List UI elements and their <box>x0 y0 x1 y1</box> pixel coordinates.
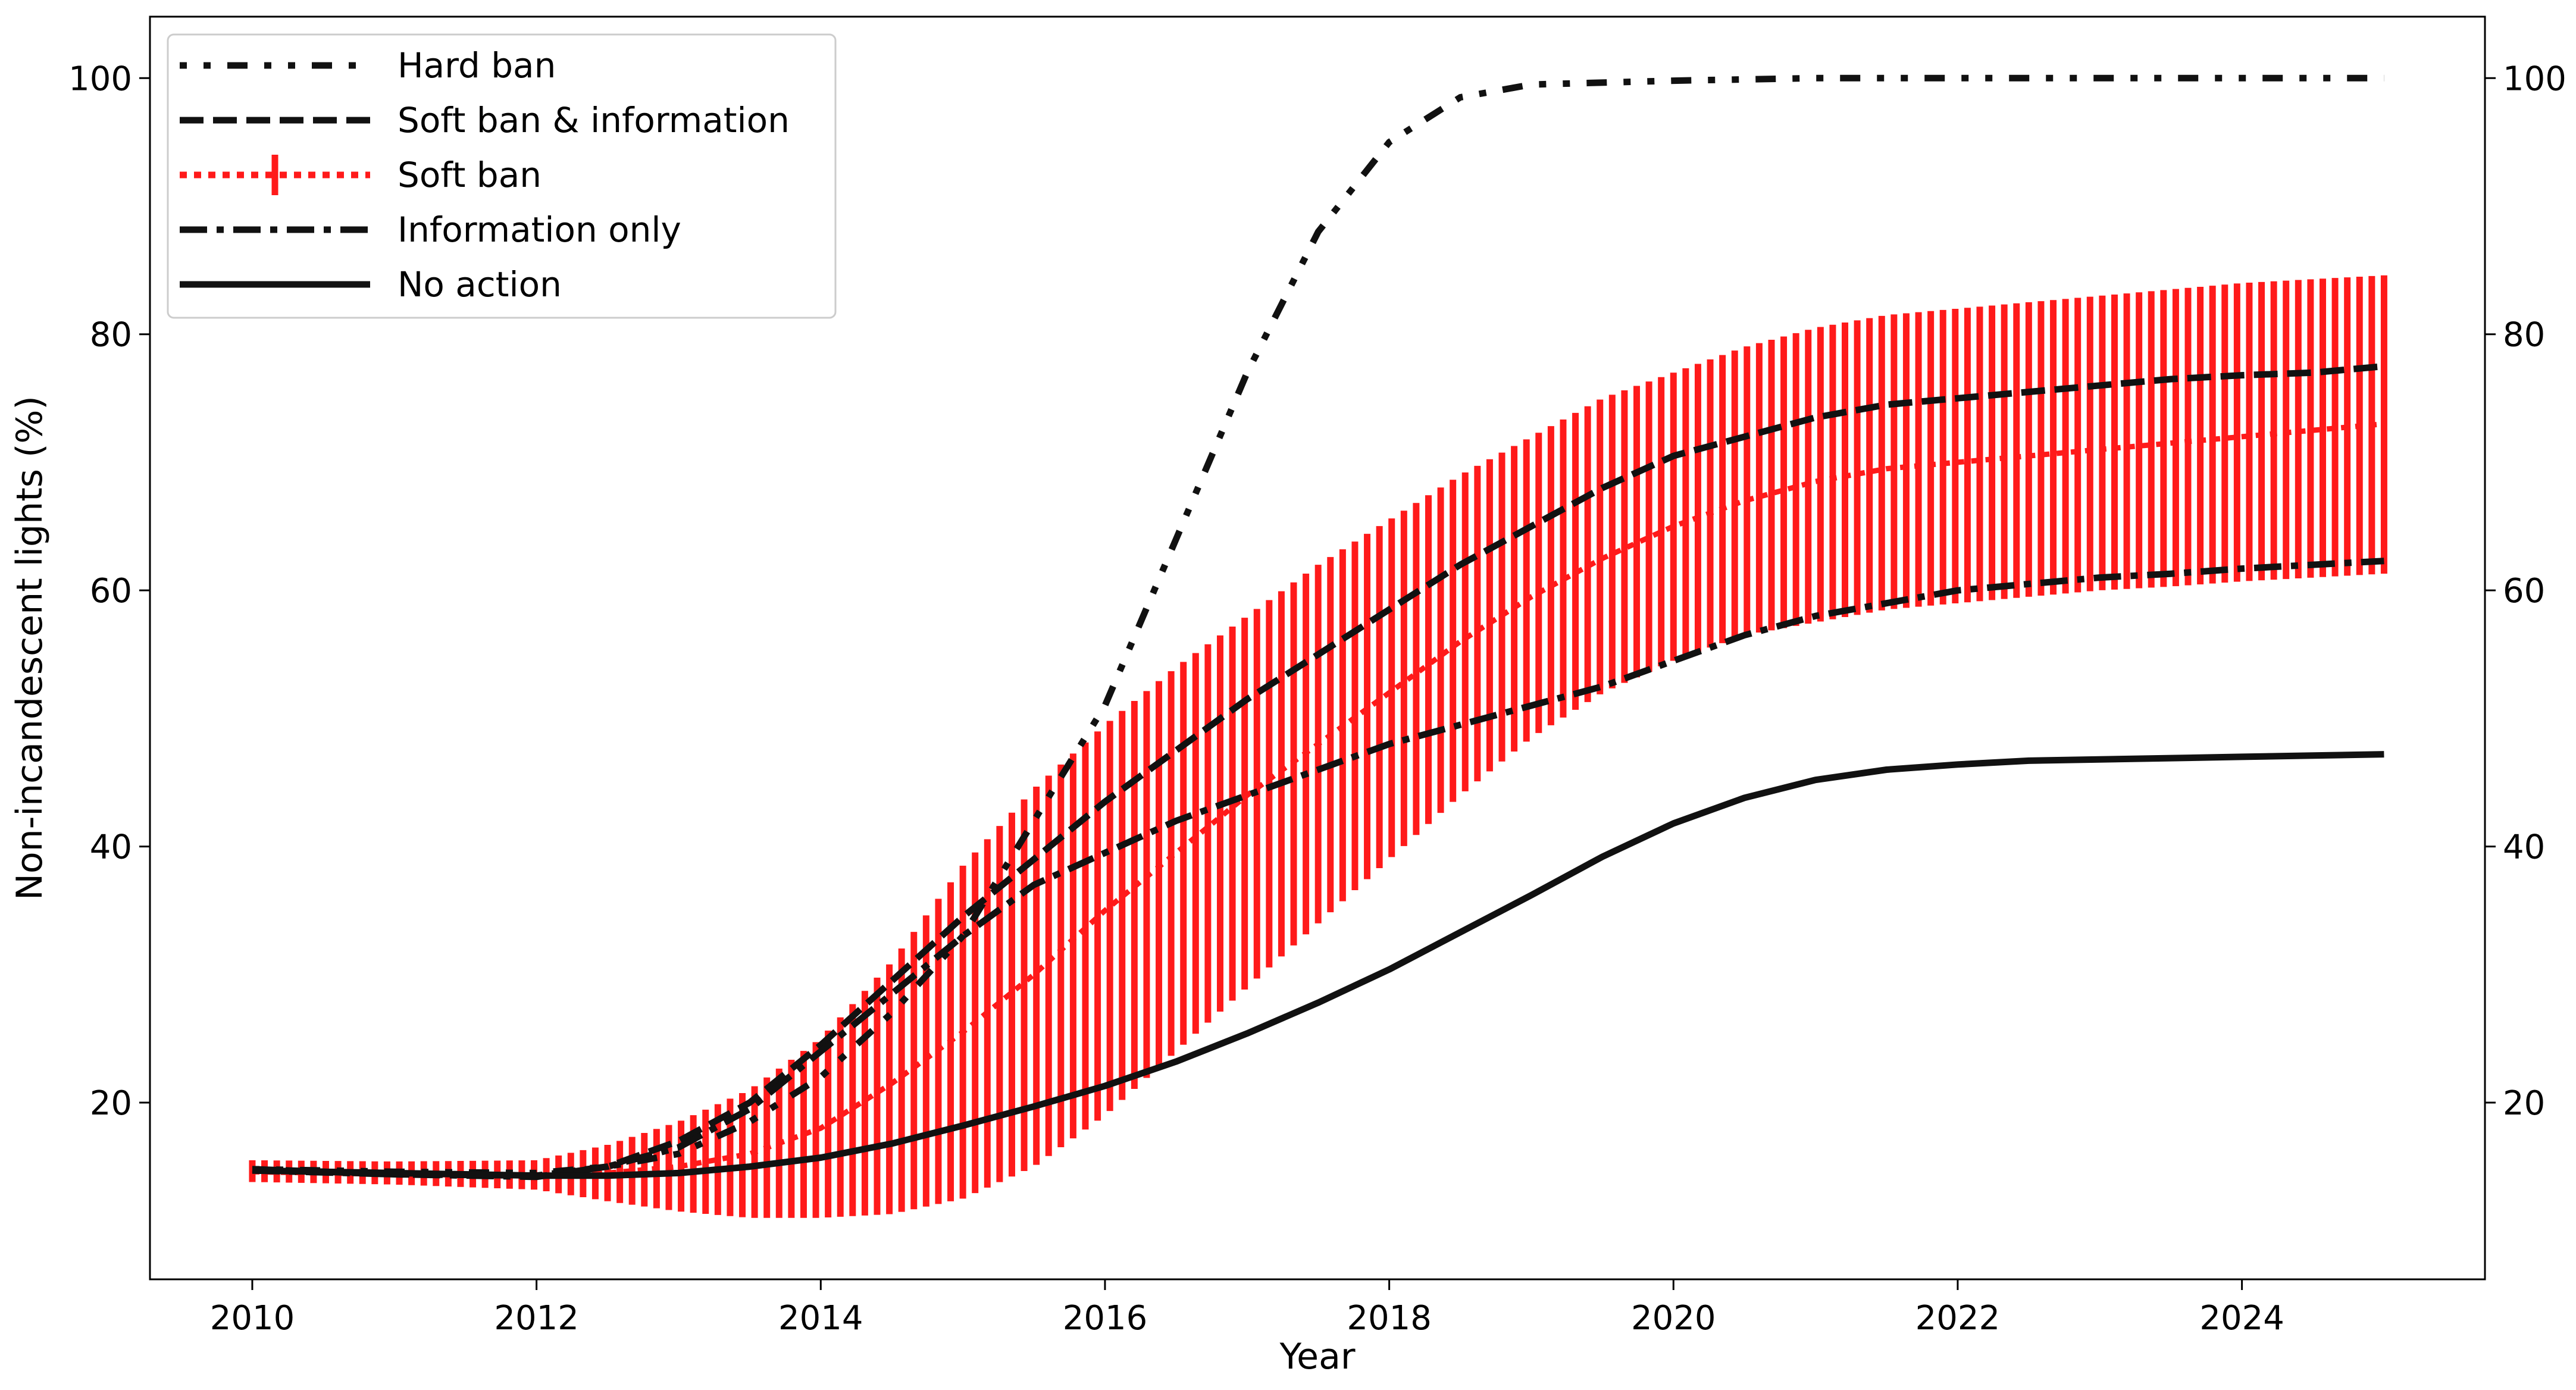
x-tick-label: 2014 <box>778 1299 863 1338</box>
x-tick-label: 2018 <box>1347 1299 1432 1338</box>
y-axis-right: 20 40 60 80 100 <box>2485 60 2566 1123</box>
x-tick-label: 2012 <box>494 1299 579 1338</box>
series-line-information-only <box>252 558 2384 1181</box>
legend-label: Soft ban <box>397 155 542 195</box>
x-axis-label: Year <box>1279 1336 1355 1378</box>
series-line-soft-ban <box>252 421 2384 1179</box>
y-tick-label: 100 <box>68 60 132 98</box>
x-tick-label: 2020 <box>1631 1299 1716 1338</box>
legend-box <box>167 33 837 319</box>
y-axis-label: Non-incandescent lights (%) <box>9 396 51 900</box>
y-tick-label: 80 <box>90 316 132 355</box>
series-line-hard-ban <box>252 74 2384 1176</box>
y-right-tick-label: 20 <box>2503 1084 2545 1123</box>
y-right-tick-label: 100 <box>2503 60 2566 98</box>
soft-ban-errorbars <box>249 275 2387 1218</box>
y-tick-label: 40 <box>90 828 132 867</box>
series-line-soft-ban-information <box>252 363 2384 1179</box>
x-tick-label: 2022 <box>1915 1299 2001 1338</box>
series-line-no-action <box>252 751 2384 1179</box>
legend-label: Information only <box>397 209 681 250</box>
plot-frame <box>149 15 2486 1281</box>
y-right-tick-label: 60 <box>2503 572 2545 611</box>
y-right-tick-label: 80 <box>2503 316 2545 355</box>
legend-label: Hard ban <box>397 45 556 86</box>
x-tick-label: 2016 <box>1063 1299 1148 1338</box>
legend-label: Soft ban & information <box>397 100 790 140</box>
y-right-tick-label: 40 <box>2503 828 2545 867</box>
legend-label: No action <box>397 264 562 305</box>
y-tick-label: 60 <box>90 572 132 611</box>
x-axis: 2010 2012 2014 2016 2018 2020 2022 2024 <box>210 1279 2284 1338</box>
series-lines <box>252 74 2384 1181</box>
legend: Hard ban Soft ban & information Soft ban In… <box>167 33 837 319</box>
y-tick-label: 20 <box>90 1084 132 1123</box>
x-tick-label: 2010 <box>210 1299 295 1338</box>
y-axis-left: 20 40 60 80 100 <box>68 60 150 1123</box>
x-tick-label: 2024 <box>2199 1299 2284 1338</box>
